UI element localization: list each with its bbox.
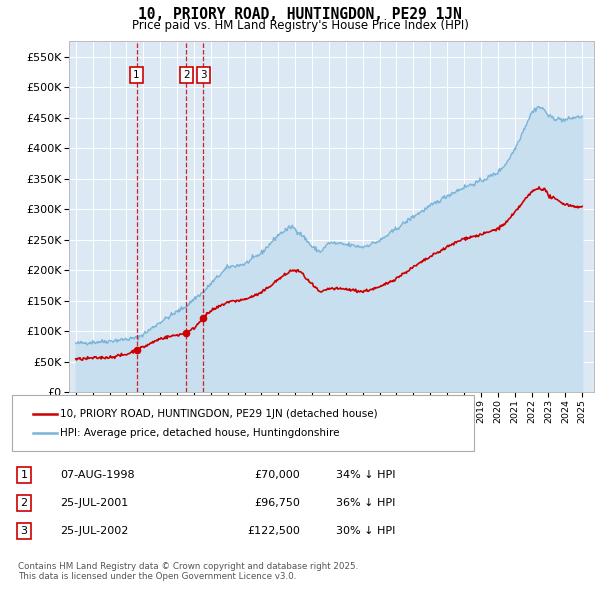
Text: 25-JUL-2002: 25-JUL-2002 [60, 526, 128, 536]
Text: 34% ↓ HPI: 34% ↓ HPI [336, 470, 395, 480]
Text: 3: 3 [20, 526, 28, 536]
Text: 2: 2 [183, 70, 190, 80]
Text: 07-AUG-1998: 07-AUG-1998 [60, 470, 134, 480]
Text: HPI: Average price, detached house, Huntingdonshire: HPI: Average price, detached house, Hunt… [60, 428, 340, 438]
Text: 1: 1 [133, 70, 140, 80]
Text: £70,000: £70,000 [254, 470, 300, 480]
Text: Contains HM Land Registry data © Crown copyright and database right 2025.
This d: Contains HM Land Registry data © Crown c… [18, 562, 358, 581]
Text: 36% ↓ HPI: 36% ↓ HPI [336, 498, 395, 507]
Text: 30% ↓ HPI: 30% ↓ HPI [336, 526, 395, 536]
Text: 10, PRIORY ROAD, HUNTINGDON, PE29 1JN (detached house): 10, PRIORY ROAD, HUNTINGDON, PE29 1JN (d… [60, 409, 377, 418]
Text: £96,750: £96,750 [254, 498, 300, 507]
Text: 3: 3 [200, 70, 206, 80]
Text: 25-JUL-2001: 25-JUL-2001 [60, 498, 128, 507]
Text: 1: 1 [20, 470, 28, 480]
Text: Price paid vs. HM Land Registry's House Price Index (HPI): Price paid vs. HM Land Registry's House … [131, 19, 469, 32]
Text: £122,500: £122,500 [247, 526, 300, 536]
Text: 10, PRIORY ROAD, HUNTINGDON, PE29 1JN: 10, PRIORY ROAD, HUNTINGDON, PE29 1JN [138, 7, 462, 22]
Text: 2: 2 [20, 498, 28, 507]
